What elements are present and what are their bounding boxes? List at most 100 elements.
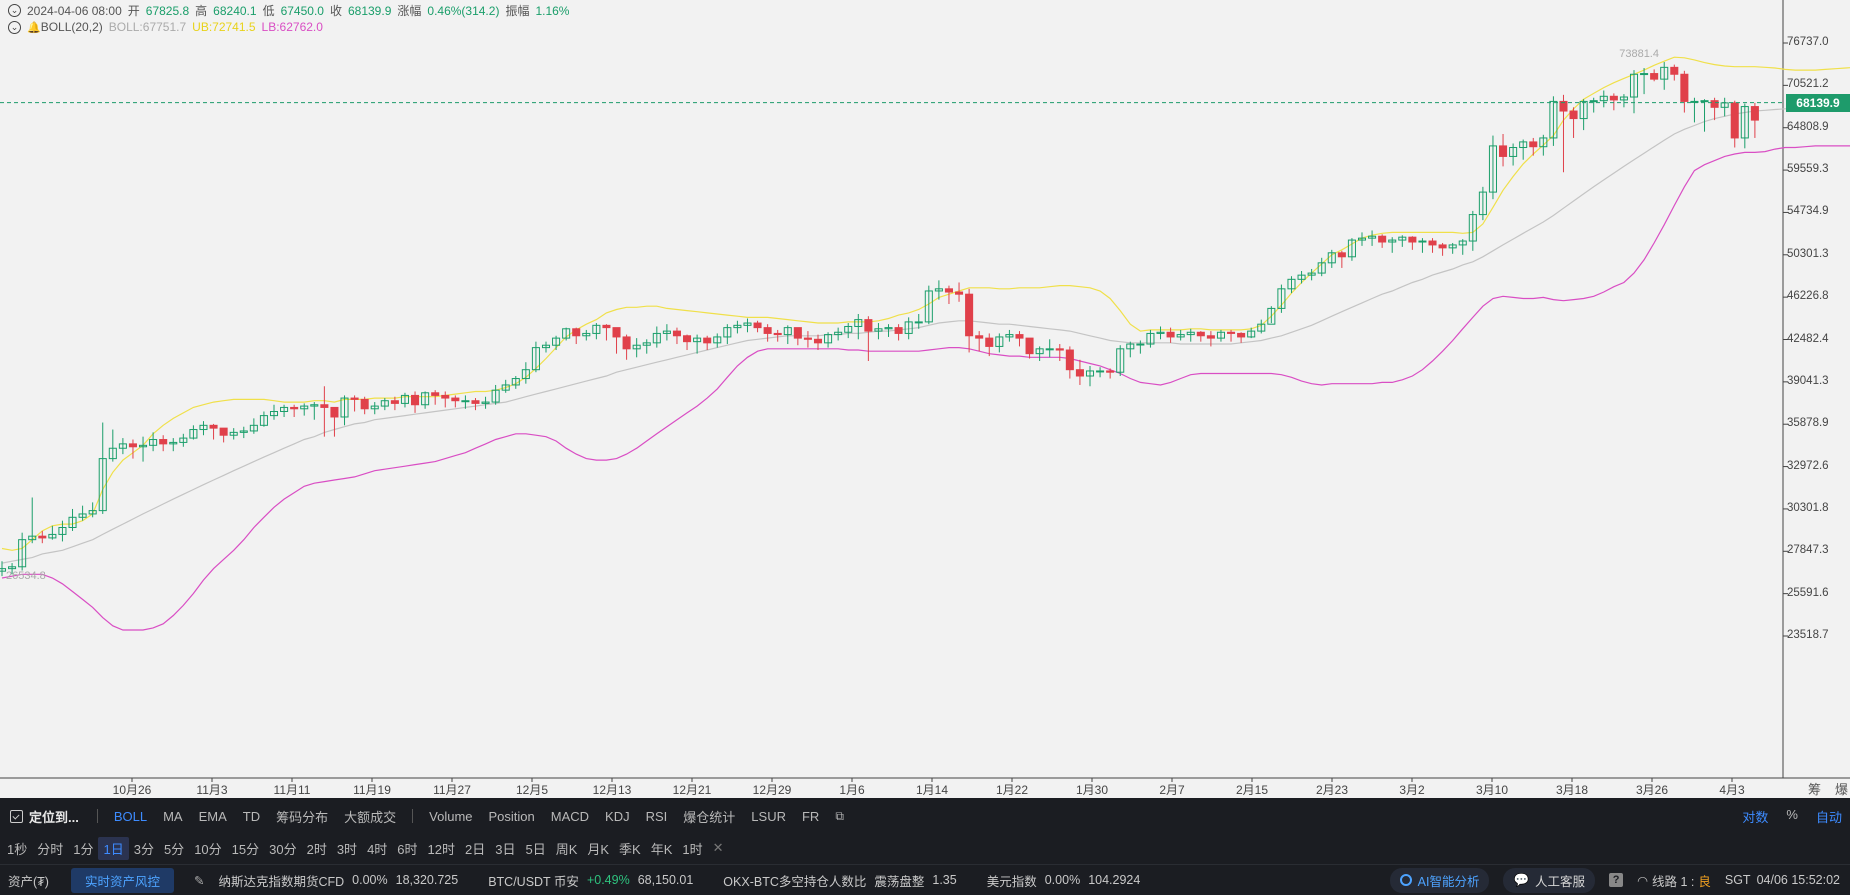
candle[interactable] [1237, 332, 1246, 343]
candle[interactable] [874, 323, 883, 340]
candle[interactable] [703, 335, 712, 351]
interval-timeline[interactable]: 分时 [37, 841, 64, 857]
candle[interactable] [1478, 186, 1487, 221]
candle[interactable] [128, 439, 137, 459]
candle[interactable] [1488, 135, 1497, 200]
candle[interactable] [1005, 329, 1014, 342]
candle[interactable] [1166, 327, 1175, 343]
candle[interactable] [1388, 237, 1397, 253]
candle[interactable] [78, 505, 87, 521]
candle[interactable] [1690, 97, 1699, 123]
candle[interactable] [471, 398, 480, 411]
interval-5m[interactable]: 5分 [163, 841, 185, 857]
candle[interactable] [955, 282, 964, 302]
bell-icon[interactable]: 🔔 [27, 21, 41, 34]
interval-10m[interactable]: 10分 [194, 841, 222, 857]
candle[interactable] [1579, 99, 1588, 131]
candle[interactable] [300, 403, 309, 416]
indicator-fr[interactable]: FR [801, 808, 820, 824]
candle[interactable] [1216, 329, 1225, 342]
indicator-position[interactable]: Position [488, 808, 535, 824]
candle[interactable] [38, 530, 47, 544]
interval-year[interactable]: 年K [650, 841, 673, 857]
collapse-icon[interactable]: ⌄ [8, 4, 21, 17]
candle[interactable] [652, 326, 661, 348]
candle[interactable] [269, 404, 279, 420]
candle[interactable] [1519, 139, 1528, 160]
percent-scale-toggle[interactable]: % [1786, 806, 1798, 822]
interval-1s[interactable]: 1秒 [7, 841, 28, 857]
candle[interactable] [733, 320, 742, 334]
candle[interactable] [1267, 306, 1276, 325]
candle[interactable] [1640, 68, 1649, 95]
candle[interactable] [159, 435, 168, 452]
candle[interactable] [1559, 94, 1568, 173]
candle[interactable] [501, 379, 510, 393]
candle[interactable] [1660, 62, 1669, 90]
candle[interactable] [1247, 327, 1256, 339]
candle[interactable] [743, 318, 752, 333]
candle[interactable] [612, 327, 621, 354]
candle[interactable] [239, 426, 248, 439]
candle[interactable] [28, 497, 37, 544]
candle[interactable] [985, 333, 994, 357]
candle[interactable] [622, 334, 631, 360]
candle[interactable] [1116, 345, 1125, 376]
ticker-nasdaq[interactable]: 纳斯达克指数期货CFD 0.00% 18,320.725 [218, 871, 458, 890]
candle[interactable] [753, 320, 762, 333]
candle[interactable] [511, 375, 520, 389]
candle[interactable] [118, 438, 127, 455]
candle[interactable] [884, 324, 893, 337]
candle[interactable] [693, 334, 702, 354]
customer-service-button[interactable]: 💬 人工客服 [1503, 867, 1596, 893]
indicator-kdj[interactable]: KDJ [605, 808, 630, 824]
candle[interactable] [1035, 346, 1044, 361]
interval-30m[interactable]: 30分 [269, 841, 297, 857]
candle[interactable] [642, 339, 651, 354]
candle[interactable] [995, 333, 1004, 353]
indicator-rsi[interactable]: RSI [645, 808, 668, 824]
edit-icon[interactable]: ⧉ [835, 808, 844, 823]
candle[interactable] [1196, 331, 1205, 342]
candle[interactable] [1136, 340, 1145, 354]
candle[interactable] [139, 436, 148, 462]
candle[interactable] [1085, 365, 1095, 387]
indicator-large-trades[interactable]: 大额成交 [344, 809, 397, 825]
candle[interactable] [451, 395, 460, 408]
candle[interactable] [1418, 238, 1427, 253]
candle[interactable] [763, 324, 772, 342]
ticker-okx-ratio[interactable]: OKX-BTC多空持仓人数比 震荡盘整 1.35 [723, 871, 956, 890]
candle[interactable] [773, 329, 782, 342]
ticker-dxy[interactable]: 美元指数 0.00% 104.2924 [987, 871, 1141, 890]
candle[interactable] [1146, 329, 1155, 348]
candle[interactable] [461, 395, 470, 409]
interval-12h[interactable]: 12时 [427, 841, 455, 857]
candle[interactable] [380, 398, 389, 411]
ticker-btc[interactable]: BTC/USDT 币安 +0.49% 68,150.01 [488, 871, 693, 890]
candle[interactable] [1499, 134, 1508, 167]
candle[interactable] [1227, 329, 1236, 342]
candle[interactable] [259, 411, 268, 427]
indicator-macd[interactable]: MACD [550, 808, 590, 824]
candle[interactable] [1448, 242, 1457, 254]
candle[interactable] [350, 395, 359, 412]
candle[interactable] [894, 324, 903, 341]
candle[interactable] [1509, 143, 1518, 166]
indicator-volume[interactable]: Volume [429, 808, 473, 824]
candle[interactable] [854, 313, 863, 340]
close-icon[interactable]: ✕ [712, 840, 724, 855]
candle[interactable] [360, 396, 369, 415]
candle[interactable] [1206, 331, 1215, 347]
candle[interactable] [390, 396, 399, 411]
candle[interactable] [1680, 70, 1689, 113]
candle[interactable] [8, 563, 17, 575]
candle[interactable] [1378, 234, 1387, 248]
candlestick-chart[interactable] [0, 0, 1850, 798]
candle[interactable] [330, 406, 339, 437]
indicator-ma[interactable]: MA [163, 808, 183, 824]
candle[interactable] [683, 334, 692, 351]
candle[interactable] [1720, 97, 1729, 117]
candle[interactable] [1065, 346, 1074, 379]
interval-2h[interactable]: 2时 [306, 841, 327, 857]
candle[interactable] [572, 327, 581, 345]
